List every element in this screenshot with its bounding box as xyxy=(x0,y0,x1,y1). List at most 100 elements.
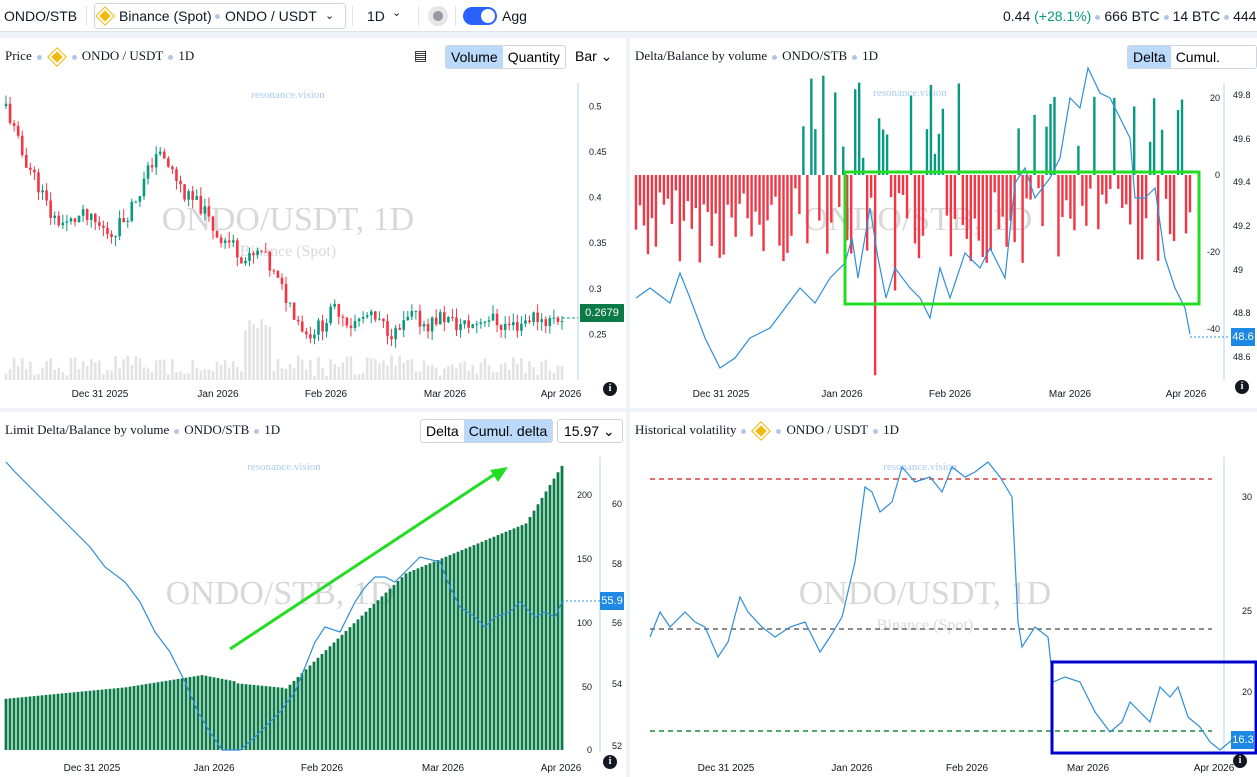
cumulative-bar xyxy=(136,685,140,750)
y-left-tick: 20 xyxy=(1210,93,1220,103)
cumulative-bar xyxy=(232,681,236,750)
cumulative-bar xyxy=(248,684,252,750)
candle-body xyxy=(292,302,296,320)
delta-bar xyxy=(949,175,953,257)
delta-bar xyxy=(969,175,972,262)
price-chart[interactable]: 0.25 0.3 0.35 0.4 0.45 0.5 Dec 31 2025 Jan 2026… xyxy=(0,38,626,408)
watermark-brand: resonance.vision xyxy=(251,89,325,101)
cumulative-bar xyxy=(172,679,176,750)
cumulative-bar xyxy=(88,690,92,750)
watermark-main: ONDO/STB, 1D xyxy=(166,575,395,612)
cumulative-bar xyxy=(104,689,108,750)
cumulative-bar xyxy=(188,677,192,750)
ruler-icon[interactable]: ▤ xyxy=(414,47,428,63)
chart-type-selector[interactable]: Bar ⌄ xyxy=(575,48,613,64)
info-icon[interactable]: i xyxy=(1235,380,1249,394)
delta-button[interactable]: Delta xyxy=(426,423,459,439)
cumulative-bar xyxy=(504,531,508,750)
volume-button[interactable]: Volume xyxy=(446,46,503,68)
y-left-tick: 100 xyxy=(577,618,592,628)
volume-bar xyxy=(187,373,190,380)
volume-bar xyxy=(264,324,268,380)
cumulative-bar xyxy=(532,510,536,750)
delta-bar xyxy=(738,175,741,204)
candle-body xyxy=(4,103,8,107)
info-icon[interactable]: i xyxy=(1233,754,1247,768)
volume-bar xyxy=(438,375,442,380)
volume-bar xyxy=(361,373,365,380)
delta-bar xyxy=(754,175,757,212)
volume-bar xyxy=(300,359,304,380)
cumulative-bar xyxy=(360,615,364,750)
candle-body xyxy=(402,320,406,330)
volume-bar xyxy=(540,361,544,380)
stat-btc-delta: 14 BTC xyxy=(1172,8,1221,24)
agg-toggle[interactable] xyxy=(463,7,497,25)
delta-bar xyxy=(925,129,929,175)
binance-icon xyxy=(95,6,115,26)
delta-bar xyxy=(1121,175,1124,209)
volume-bar xyxy=(227,367,231,380)
cumulative-bar xyxy=(100,689,104,750)
y-right-tick: 52 xyxy=(612,741,622,751)
y-right-tick: 48.6 xyxy=(1233,352,1251,362)
delta-bar xyxy=(694,175,697,209)
candle-body xyxy=(520,323,523,331)
candle-body xyxy=(479,322,483,324)
exchange-pair-selector[interactable]: Binance (Spot) ONDO / USDT ⌄ xyxy=(94,3,346,29)
limit-mode-toggle: Delta Cumul. delta xyxy=(420,419,554,443)
info-icon[interactable]: i xyxy=(603,382,617,396)
delta-bar xyxy=(1152,98,1156,175)
trend-arrow-line xyxy=(229,470,499,651)
cumulative-bar xyxy=(264,686,268,750)
y-left-tick: 150 xyxy=(577,554,592,564)
cumulative-bar xyxy=(112,688,116,750)
cumul-delta-button[interactable]: Cumul. delta xyxy=(463,420,553,442)
x-tick-label: Apr 2026 xyxy=(1166,389,1207,400)
delta-bar xyxy=(877,118,881,175)
delta-bar xyxy=(1089,175,1092,189)
candle-body xyxy=(16,125,20,136)
cumulative-bar xyxy=(208,676,212,750)
symbol-label[interactable]: ONDO/STB xyxy=(4,8,78,24)
cumulative-bar xyxy=(328,646,332,750)
cumulative-bar xyxy=(424,565,428,750)
interval-selector[interactable]: 1D xyxy=(367,8,385,24)
x-tick-label: Feb 2026 xyxy=(305,389,348,400)
candle-body xyxy=(552,317,556,319)
delta-bar xyxy=(706,175,709,212)
chevron-down-icon[interactable]: ⌄ xyxy=(392,7,402,19)
cumul-delta-button[interactable]: Cumul. delta xyxy=(1175,49,1221,65)
delta-bar xyxy=(957,83,961,175)
volume-bar xyxy=(305,369,308,380)
volume-bar xyxy=(309,360,312,380)
delta-bar xyxy=(901,175,905,195)
cumulative-bar xyxy=(496,535,500,750)
volume-bar xyxy=(325,375,328,380)
cumulative-bar xyxy=(252,684,256,750)
threshold-selector[interactable]: 15.97 ⌄ xyxy=(557,419,623,443)
candle-body xyxy=(146,165,150,179)
delta-button[interactable]: Delta xyxy=(1128,46,1171,68)
delta-bar xyxy=(1025,175,1028,199)
cumulative-bar xyxy=(184,677,188,750)
candle-body xyxy=(73,218,77,223)
volume-bar xyxy=(288,363,292,380)
candle-body xyxy=(69,218,73,222)
candle-body xyxy=(507,323,511,326)
volatility-chart[interactable]: 20 25 30 Dec 31 2025 Jan 2026 Feb 2026 Mar 202… xyxy=(630,412,1257,777)
info-icon[interactable]: i xyxy=(603,755,617,769)
y-left-tick: -40 xyxy=(1207,324,1220,334)
cumulative-line xyxy=(635,66,1191,369)
record-button[interactable] xyxy=(428,6,448,26)
volume-bar xyxy=(256,327,259,380)
candle-body xyxy=(150,165,154,168)
cumulative-bar xyxy=(132,686,136,750)
delta-bar xyxy=(889,175,893,198)
quantity-button[interactable]: Quantity xyxy=(507,49,560,65)
volume-bar xyxy=(491,372,495,380)
delta-bar xyxy=(881,129,885,175)
delta-chart[interactable]: 20 0 -20 -40 49.8 49.6 49.4 49.2 49 48.8 48.6 Dec 3… xyxy=(630,38,1257,408)
candle-body xyxy=(29,167,32,170)
